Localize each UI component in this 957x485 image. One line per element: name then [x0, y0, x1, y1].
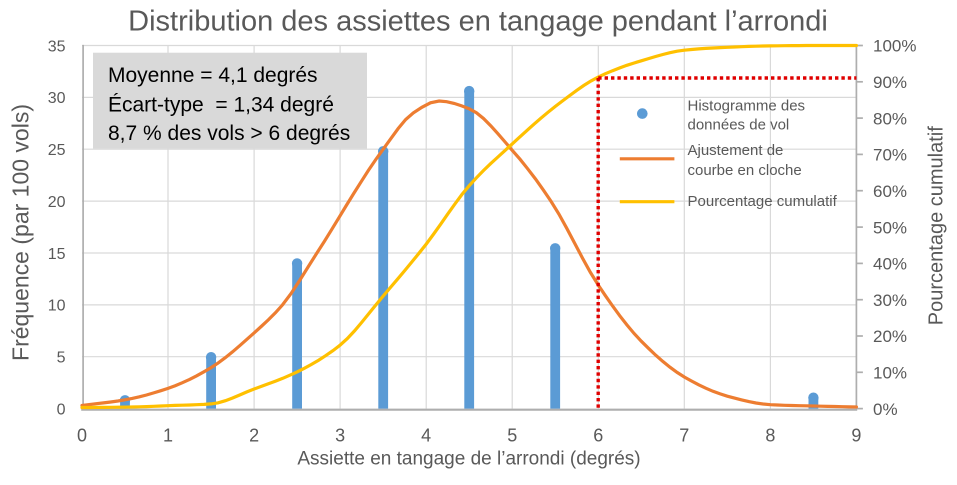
svg-text:Distribution des assiettes en: Distribution des assiettes en tangage pe… — [128, 6, 828, 38]
svg-text:35: 35 — [48, 38, 66, 55]
svg-text:20: 20 — [48, 194, 66, 211]
svg-text:80%: 80% — [873, 109, 907, 128]
svg-text:5: 5 — [57, 350, 66, 367]
svg-text:Pourcentage cumulatif: Pourcentage cumulatif — [688, 193, 838, 210]
svg-text:Pourcentage cumulatif: Pourcentage cumulatif — [926, 126, 948, 325]
svg-text:30%: 30% — [873, 291, 907, 310]
svg-text:6: 6 — [593, 425, 603, 445]
svg-text:8,7 % des vols > 6 degrés: 8,7 % des vols > 6 degrés — [108, 122, 350, 145]
svg-text:0: 0 — [57, 401, 66, 418]
svg-text:9: 9 — [851, 425, 861, 445]
svg-text:1: 1 — [163, 425, 173, 445]
svg-text:Fréquence (par 100 vols): Fréquence (par 100 vols) — [8, 104, 34, 361]
svg-text:3: 3 — [335, 425, 345, 445]
svg-text:15: 15 — [48, 246, 66, 263]
svg-text:30: 30 — [48, 90, 66, 107]
svg-text:5: 5 — [507, 425, 517, 445]
svg-text:7: 7 — [679, 425, 689, 445]
svg-text:données de vol: données de vol — [688, 117, 790, 134]
svg-text:90%: 90% — [873, 73, 907, 92]
svg-text:courbe en cloche: courbe en cloche — [688, 162, 802, 179]
svg-text:0%: 0% — [873, 400, 898, 419]
svg-text:10%: 10% — [873, 363, 907, 382]
svg-text:20%: 20% — [873, 327, 907, 346]
svg-text:Histogramme des: Histogramme des — [688, 98, 806, 115]
svg-text:10: 10 — [48, 298, 66, 315]
svg-text:Écart-type = 1,34 degré: Écart-type = 1,34 degré — [108, 94, 334, 117]
svg-text:Moyenne = 4,1 degrés: Moyenne = 4,1 degrés — [108, 64, 318, 87]
svg-text:60%: 60% — [873, 182, 907, 201]
svg-text:4: 4 — [421, 425, 431, 445]
svg-text:2: 2 — [249, 425, 259, 445]
svg-text:40%: 40% — [873, 255, 907, 274]
svg-text:0: 0 — [77, 425, 87, 445]
svg-text:Assiette en tangage de l’arron: Assiette en tangage de l’arrondi (degrés… — [297, 449, 640, 470]
svg-text:25: 25 — [48, 142, 66, 159]
svg-text:70%: 70% — [873, 146, 907, 165]
svg-text:Ajustement de: Ajustement de — [688, 142, 784, 159]
svg-text:50%: 50% — [873, 218, 907, 237]
svg-text:8: 8 — [765, 425, 775, 445]
svg-text:100%: 100% — [873, 37, 916, 56]
